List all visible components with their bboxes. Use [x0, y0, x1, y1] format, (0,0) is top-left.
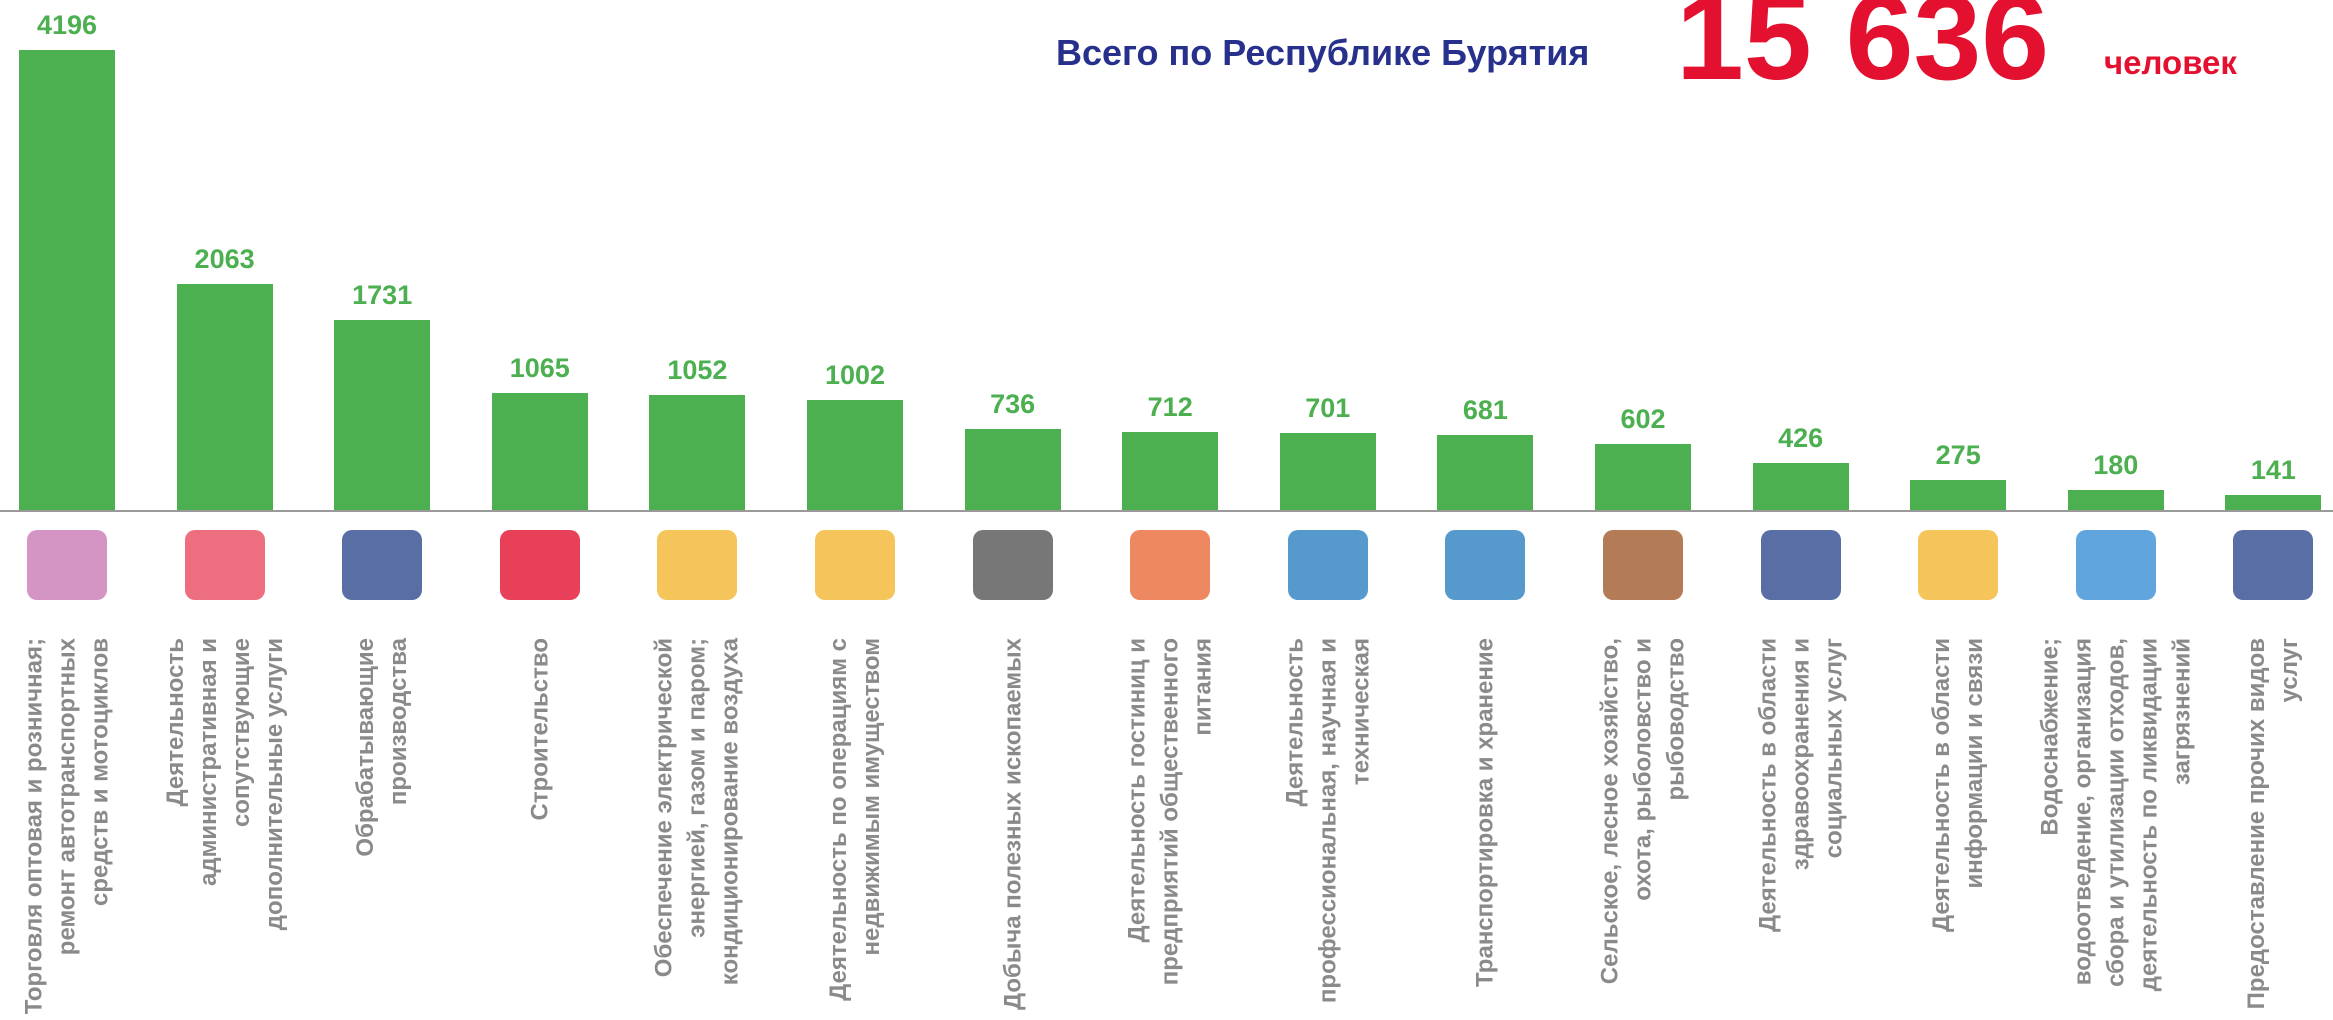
category-label: Обрабатывающие производства — [349, 638, 415, 1018]
value-label: 681 — [1415, 395, 1555, 426]
icon — [1288, 530, 1368, 600]
category-label: Деятельность по операциям с недвижимым и… — [822, 638, 888, 1018]
unit: человек — [2104, 44, 2237, 82]
bar — [649, 395, 745, 510]
icon — [342, 530, 422, 600]
category-label: Добыча полезных ископаемых — [996, 638, 1029, 1018]
category-label: Сельское, лесное хозяйство, охота, рыбол… — [1594, 638, 1693, 1018]
icon — [815, 530, 895, 600]
title: Всего по Республике Бурятия — [1056, 32, 1589, 74]
baseline — [0, 510, 2333, 512]
value-label: 180 — [2046, 450, 2186, 481]
icon — [2233, 530, 2313, 600]
icon — [185, 530, 265, 600]
value-label: 275 — [1888, 440, 2028, 471]
value-label: 712 — [1100, 392, 1240, 423]
category-label: Деятельность в области информации и связ… — [1925, 638, 1991, 1018]
value-label: 1052 — [627, 355, 767, 386]
value-label: 1065 — [470, 353, 610, 384]
icon — [1603, 530, 1683, 600]
icon — [973, 530, 1053, 600]
bar — [965, 429, 1061, 510]
icon — [2076, 530, 2156, 600]
value-label: 2063 — [155, 244, 295, 275]
infographic: Всего по Республике Бурятия 15 636 челов… — [0, 0, 2333, 1020]
value-label: 1002 — [785, 360, 925, 391]
bar — [1753, 463, 1849, 510]
value-label: 602 — [1573, 404, 1713, 435]
value-label: 426 — [1731, 423, 1871, 454]
bar — [1595, 444, 1691, 510]
category-label: Обеспечение электрической энергией, газо… — [648, 638, 747, 1018]
icon — [1918, 530, 1998, 600]
bar — [492, 393, 588, 510]
value-label: 736 — [943, 389, 1083, 420]
icon — [1130, 530, 1210, 600]
icon — [1445, 530, 1525, 600]
value-label: 1731 — [312, 280, 452, 311]
bar — [177, 284, 273, 510]
icon — [657, 530, 737, 600]
bar — [807, 400, 903, 510]
total: 15 636 — [1676, 0, 2049, 98]
category-label: Предоставление прочих видов услуг — [2240, 638, 2306, 1018]
value-label: 701 — [1258, 393, 1398, 424]
bar — [1910, 480, 2006, 510]
icon — [1761, 530, 1841, 600]
icon — [27, 530, 107, 600]
icon — [500, 530, 580, 600]
category-label: Деятельность в области здравоохранения и… — [1751, 638, 1850, 1018]
category-label: Торговля оптовая и розничная; ремонт авт… — [18, 638, 117, 1018]
bar — [1437, 435, 1533, 510]
bar — [334, 320, 430, 510]
bar — [2068, 490, 2164, 510]
category-label: Водоснабжение; водоотведение, организаци… — [2033, 638, 2198, 1018]
category-label: Деятельность гостиниц и предприятий обще… — [1121, 638, 1220, 1018]
bar — [1280, 433, 1376, 510]
bar — [19, 50, 115, 510]
category-label: Строительство — [523, 638, 556, 1018]
category-label: Транспортировка и хранение — [1469, 638, 1502, 1018]
bar — [1122, 432, 1218, 510]
value-label: 4196 — [0, 10, 137, 41]
category-label: Деятельность профессиональная, научная и… — [1278, 638, 1377, 1018]
category-label: Деятельность административная и сопутств… — [159, 638, 291, 1018]
value-label: 141 — [2203, 455, 2333, 486]
bar — [2225, 495, 2321, 510]
